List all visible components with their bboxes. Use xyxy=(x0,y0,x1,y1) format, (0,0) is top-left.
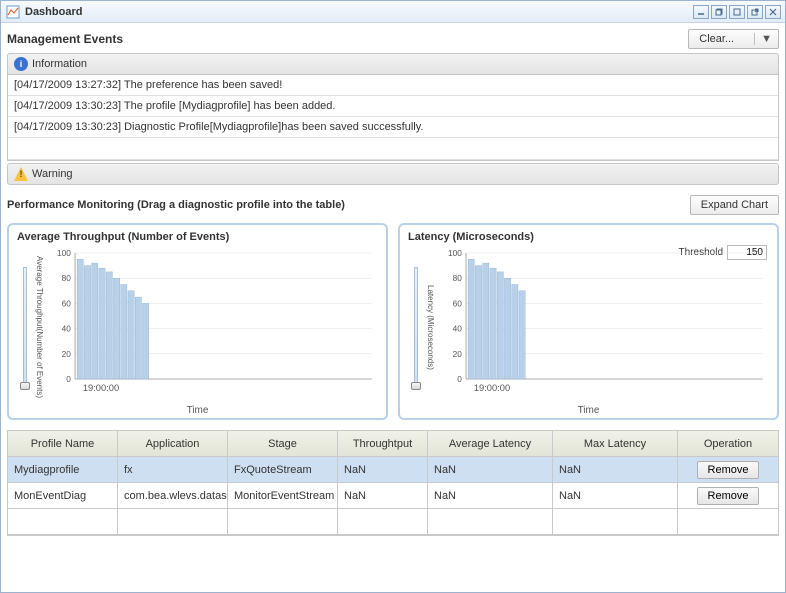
col-avg-latency[interactable]: Average Latency xyxy=(428,431,553,457)
clear-label: Clear... xyxy=(699,33,734,45)
throughput-ylabel: Average Throughput(Number of Events) xyxy=(33,247,46,407)
latency-ylabel: Latency (Microseconds) xyxy=(424,247,437,407)
restore-button[interactable] xyxy=(711,5,727,19)
profile-cell: NaN xyxy=(553,483,678,509)
svg-text:19:00:00: 19:00:00 xyxy=(83,383,119,393)
management-events-label: Management Events xyxy=(7,32,688,46)
performance-section: Performance Monitoring (Drag a diagnosti… xyxy=(7,193,779,588)
throughput-chart-area: 0 20 40 60 80 100 19:00:00 xyxy=(46,247,378,407)
maximize-button[interactable] xyxy=(729,5,745,19)
throughput-slider[interactable] xyxy=(17,247,33,407)
clear-button[interactable]: Clear... ▼ xyxy=(688,29,779,49)
col-profile-name[interactable]: Profile Name xyxy=(8,431,118,457)
information-label: Information xyxy=(32,58,87,70)
profile-cell: NaN xyxy=(338,483,428,509)
profile-operation-cell: Remove xyxy=(678,457,778,483)
latency-chart-body: Latency (Microseconds) 0 20 40 60 80 100 19:00… xyxy=(408,247,769,407)
profile-cell: fx xyxy=(118,457,228,483)
remove-button[interactable]: Remove xyxy=(697,487,760,505)
profile-cell: com.bea.wlevs.dataservices xyxy=(118,483,228,509)
dashboard-window: Dashboard Management Events Clear... ▼ i… xyxy=(0,0,786,593)
col-stage[interactable]: Stage xyxy=(228,431,338,457)
minimize-button[interactable] xyxy=(693,5,709,19)
svg-text:40: 40 xyxy=(453,325,463,334)
profile-table-header: Profile Name Application Stage Throughtp… xyxy=(8,431,778,457)
performance-header: Performance Monitoring (Drag a diagnosti… xyxy=(7,195,779,215)
message-row: [04/17/2009 13:27:32] The preference has… xyxy=(8,75,778,96)
latency-chart-panel: Latency (Microseconds) Threshold Latency… xyxy=(398,223,779,420)
col-throughput[interactable]: Throughtput xyxy=(338,431,428,457)
profile-table: Profile Name Application Stage Throughtp… xyxy=(7,430,779,536)
performance-title: Performance Monitoring (Drag a diagnosti… xyxy=(7,199,690,211)
svg-text:80: 80 xyxy=(62,274,72,283)
col-max-latency[interactable]: Max Latency xyxy=(553,431,678,457)
profile-table-empty-row xyxy=(8,509,778,535)
message-row: [04/17/2009 13:30:23] Diagnostic Profile… xyxy=(8,117,778,138)
profile-cell: MonitorEventStream xyxy=(228,483,338,509)
popout-button[interactable] xyxy=(747,5,763,19)
svg-text:0: 0 xyxy=(66,375,71,384)
svg-text:20: 20 xyxy=(453,350,463,359)
svg-text:0: 0 xyxy=(457,375,462,384)
close-button[interactable] xyxy=(765,5,781,19)
information-bar: i Information xyxy=(7,53,779,75)
information-messages: [04/17/2009 13:27:32] The preference has… xyxy=(7,75,779,161)
svg-text:19:00:00: 19:00:00 xyxy=(474,383,510,393)
profile-operation-cell: Remove xyxy=(678,483,778,509)
throughput-chart-title: Average Throughput (Number of Events) xyxy=(17,231,378,243)
warning-icon: ! xyxy=(14,167,28,181)
expand-chart-button[interactable]: Expand Chart xyxy=(690,195,779,215)
svg-text:100: 100 xyxy=(57,249,71,258)
window-controls xyxy=(693,5,781,19)
throughput-chart-panel: Average Throughput (Number of Events) Av… xyxy=(7,223,388,420)
dashboard-icon xyxy=(5,4,21,20)
svg-text:80: 80 xyxy=(453,274,463,283)
latency-chart-area: 0 20 40 60 80 100 19:00:00 xyxy=(437,247,769,407)
profile-cell: NaN xyxy=(553,457,678,483)
charts-row: Average Throughput (Number of Events) Av… xyxy=(7,223,779,420)
content: Management Events Clear... ▼ i Informati… xyxy=(1,23,785,592)
profile-cell: MonEventDiag xyxy=(8,483,118,509)
col-application[interactable]: Application xyxy=(118,431,228,457)
profile-cell: NaN xyxy=(428,483,553,509)
svg-text:60: 60 xyxy=(62,300,72,309)
management-events-header: Management Events Clear... ▼ xyxy=(7,29,779,49)
throughput-chart-body: Average Throughput(Number of Events) 0 20… xyxy=(17,247,378,407)
warning-bar: ! Warning xyxy=(7,163,779,185)
latency-slider[interactable] xyxy=(408,247,424,407)
col-operation[interactable]: Operation xyxy=(678,431,778,457)
message-row: [04/17/2009 13:30:23] The profile [Mydia… xyxy=(8,96,778,117)
profile-table-row[interactable]: MydiagprofilefxFxQuoteStreamNaNNaNNaNRem… xyxy=(8,457,778,483)
info-icon: i xyxy=(14,57,28,71)
profile-cell: NaN xyxy=(338,457,428,483)
svg-text:60: 60 xyxy=(453,300,463,309)
svg-text:100: 100 xyxy=(448,249,462,258)
profile-cell: Mydiagprofile xyxy=(8,457,118,483)
svg-text:40: 40 xyxy=(62,325,72,334)
profile-cell: FxQuoteStream xyxy=(228,457,338,483)
message-row-empty xyxy=(8,138,778,160)
remove-button[interactable]: Remove xyxy=(697,461,760,479)
profile-table-row[interactable]: MonEventDiagcom.bea.wlevs.dataservicesMo… xyxy=(8,483,778,509)
window-title: Dashboard xyxy=(25,6,693,18)
titlebar: Dashboard xyxy=(1,1,785,23)
warning-label: Warning xyxy=(32,168,73,180)
svg-text:20: 20 xyxy=(62,350,72,359)
dropdown-caret-icon: ▼ xyxy=(754,33,772,45)
profile-cell: NaN xyxy=(428,457,553,483)
latency-chart-title: Latency (Microseconds) xyxy=(408,231,769,243)
